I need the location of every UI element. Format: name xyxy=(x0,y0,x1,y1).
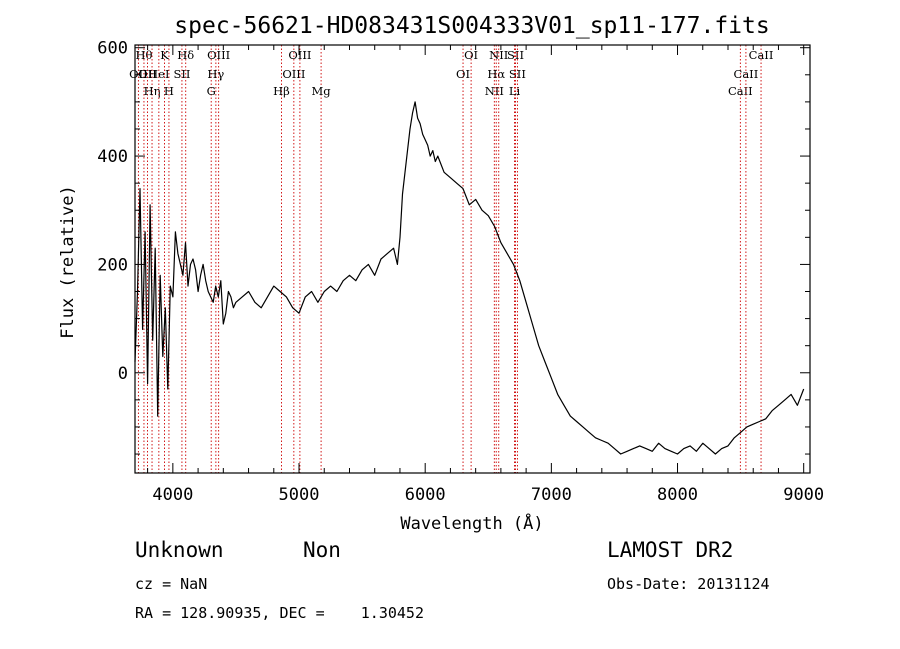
spectrum-line xyxy=(134,101,805,455)
line-label-8: Hδ xyxy=(177,48,194,62)
plot-axes: 4000 5000 6000 7000 8000 9000 0 200 400 600 xyxy=(97,39,824,505)
line-label-26: CaII xyxy=(749,48,774,62)
line-label-25: CaII xyxy=(734,67,759,81)
redshift-cz: cz = NaN xyxy=(135,575,208,593)
x-tick-label: 9000 xyxy=(783,485,824,505)
y-tick-label: 0 xyxy=(118,364,128,384)
line-label-16: OI xyxy=(456,67,470,81)
line-label-17: OI xyxy=(464,48,478,62)
line-label-9: G xyxy=(207,84,216,98)
object-subclass: Non xyxy=(303,538,341,562)
y-tick-label: 400 xyxy=(97,147,128,167)
spectrum-plot xyxy=(134,101,805,455)
x-tick-label: 8000 xyxy=(657,485,698,505)
line-label-22: SII xyxy=(509,67,526,81)
line-label-0: OII xyxy=(129,67,148,81)
y-tick-label: 200 xyxy=(97,255,128,275)
x-tick-label: 4000 xyxy=(152,485,193,505)
line-label-4: HeI xyxy=(148,67,169,81)
y-tick-label: 600 xyxy=(97,39,128,59)
y-axis-label: Flux (relative) xyxy=(58,185,78,339)
object-class: Unknown xyxy=(135,538,224,562)
line-label-18: NII xyxy=(485,84,504,98)
x-axis-label: Wavelength (Å) xyxy=(400,512,543,534)
line-label-19: Hα xyxy=(487,67,505,81)
line-label-14: OIII xyxy=(288,48,311,62)
x-tick-label: 6000 xyxy=(405,485,446,505)
ra-dec-coords: RA = 128.90935, DEC = 1.30452 xyxy=(135,604,424,622)
line-label-20: NII xyxy=(489,48,508,62)
line-label-6: H xyxy=(164,84,174,98)
line-label-13: OIII xyxy=(282,67,305,81)
plot-frame xyxy=(134,44,811,474)
line-label-21: SII xyxy=(507,48,524,62)
line-label-5: K xyxy=(160,48,169,62)
line-label-3: Hη xyxy=(144,84,161,98)
observation-date: Obs-Date: 20131124 xyxy=(607,575,770,593)
line-label-10: Hγ xyxy=(207,67,224,81)
line-label-23: Li xyxy=(509,84,521,98)
line-label-1: Hθ xyxy=(135,48,152,62)
survey-label: LAMOST DR2 xyxy=(607,538,734,562)
line-label-24: CaII xyxy=(728,84,753,98)
line-label-12: Hβ xyxy=(273,84,290,98)
chart-title: spec-56621-HD083431S004333V01_sp11-177.f… xyxy=(174,13,769,39)
x-tick-label: 5000 xyxy=(279,485,320,505)
spectral-line-markers: OIIHθOIIHηHeIKHSIIHδGHγOIIIHβOIIIOIIIMgO… xyxy=(129,45,773,473)
line-label-7: SII xyxy=(173,67,190,81)
x-tick-label: 7000 xyxy=(531,485,572,505)
line-label-15: Mg xyxy=(312,84,332,98)
line-label-11: OIII xyxy=(207,48,230,62)
